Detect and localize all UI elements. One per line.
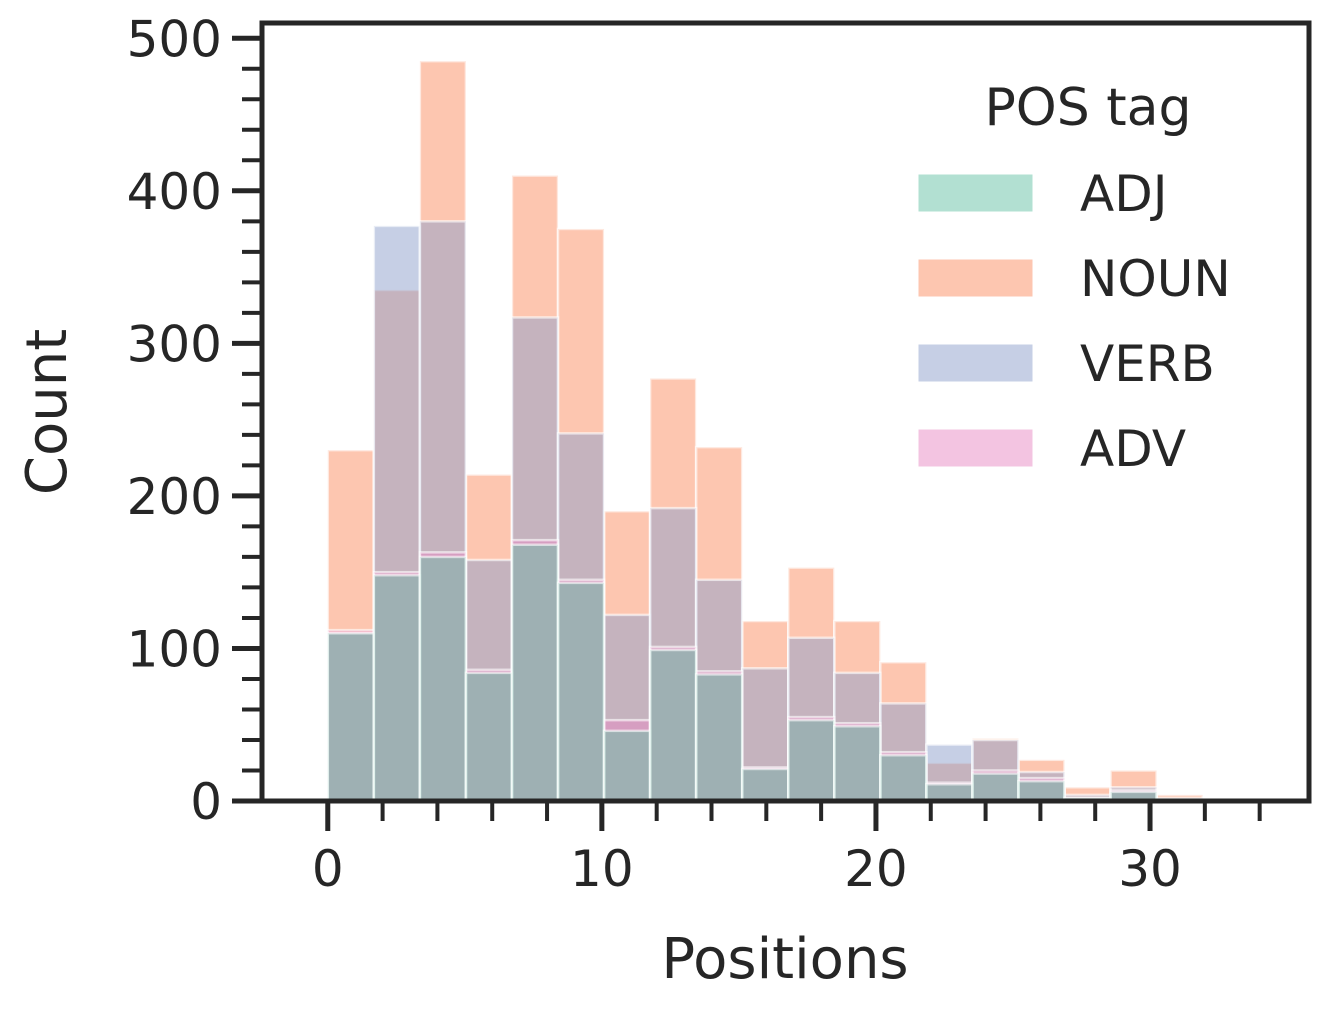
legend-label-adj: ADJ bbox=[1080, 165, 1167, 223]
bar-adj-0 bbox=[326, 631, 376, 803]
legend-label-noun: NOUN bbox=[1080, 250, 1231, 308]
y-tick-label-500: 500 bbox=[127, 10, 222, 68]
x-tick-label-20: 20 bbox=[844, 840, 908, 898]
bar-adj-12 bbox=[879, 753, 928, 803]
bar-adj-3 bbox=[464, 671, 514, 803]
y-tick-label-300: 300 bbox=[127, 315, 222, 373]
y-tick-label-400: 400 bbox=[127, 163, 222, 221]
legend: POS tag ADJ NOUN VERB ADV bbox=[917, 78, 1231, 478]
y-axis: 0 100 200 300 400 500 bbox=[127, 10, 262, 831]
bar-adj-2 bbox=[418, 555, 468, 803]
bar-adj-13 bbox=[925, 782, 974, 803]
bar-adj-9 bbox=[740, 767, 790, 803]
bar-adj-5 bbox=[556, 581, 606, 803]
legend-swatch-noun bbox=[917, 258, 1034, 298]
x-tick-label-10: 10 bbox=[570, 840, 634, 898]
x-axis-label: Positions bbox=[661, 927, 908, 992]
x-minor-ticks bbox=[380, 801, 1262, 821]
bar-adj-6 bbox=[602, 729, 652, 803]
x-tick-label-0: 0 bbox=[312, 840, 344, 898]
legend-title: POS tag bbox=[984, 78, 1191, 138]
legend-swatch-adv bbox=[917, 428, 1034, 468]
bar-adj-10 bbox=[786, 718, 836, 803]
histogram-bars bbox=[326, 59, 1204, 803]
y-tick-label-200: 200 bbox=[127, 468, 222, 526]
bar-adj-11 bbox=[833, 725, 882, 803]
legend-label-verb: VERB bbox=[1080, 335, 1215, 393]
bar-adj-1 bbox=[372, 573, 422, 803]
y-tick-label-100: 100 bbox=[127, 620, 222, 678]
bar-adj-8 bbox=[694, 673, 744, 803]
legend-swatch-verb bbox=[917, 343, 1034, 383]
bar-adj-14 bbox=[971, 772, 1020, 803]
x-axis: 0 10 20 30 bbox=[312, 801, 1182, 898]
plot-frame bbox=[259, 20, 1312, 804]
y-tick-label-0: 0 bbox=[190, 773, 222, 831]
legend-label-adv: ADV bbox=[1080, 420, 1186, 478]
legend-swatch-adj bbox=[917, 173, 1034, 213]
y-minor-ticks bbox=[242, 66, 262, 773]
bar-adj-4 bbox=[510, 543, 560, 803]
x-tick-label-30: 30 bbox=[1118, 840, 1182, 898]
bar-adj-7 bbox=[648, 648, 698, 803]
y-axis-label: Count bbox=[15, 329, 80, 495]
bar-adj-15 bbox=[1017, 779, 1066, 803]
